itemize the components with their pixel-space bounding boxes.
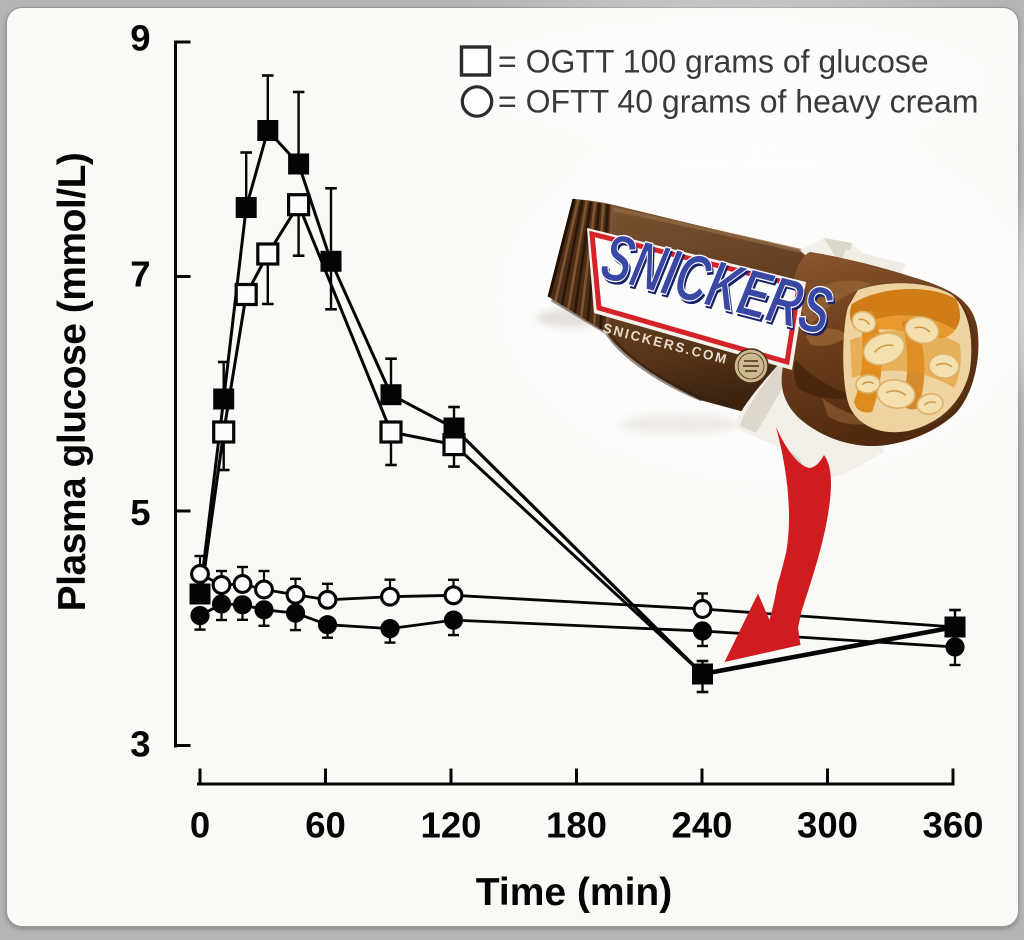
svg-text:60: 60 xyxy=(305,805,346,846)
svg-text:0: 0 xyxy=(190,805,210,846)
svg-text:9: 9 xyxy=(130,18,150,59)
svg-text:240: 240 xyxy=(672,805,733,846)
svg-text:300: 300 xyxy=(797,805,858,846)
svg-text:Plasma glucose (mmol/L): Plasma glucose (mmol/L) xyxy=(51,153,94,612)
svg-text:= OGTT 100 grams of glucose: = OGTT 100 grams of glucose xyxy=(498,44,929,80)
svg-text:7: 7 xyxy=(130,254,150,295)
svg-text:5: 5 xyxy=(130,492,150,533)
svg-text:120: 120 xyxy=(421,805,482,846)
svg-text:Time (min): Time (min) xyxy=(476,871,672,914)
svg-text:3: 3 xyxy=(130,724,150,765)
svg-text:= OFTT 40 grams of heavy cream: = OFTT 40 grams of heavy cream xyxy=(498,84,978,120)
svg-text:360: 360 xyxy=(923,805,984,846)
svg-text:180: 180 xyxy=(546,805,607,846)
